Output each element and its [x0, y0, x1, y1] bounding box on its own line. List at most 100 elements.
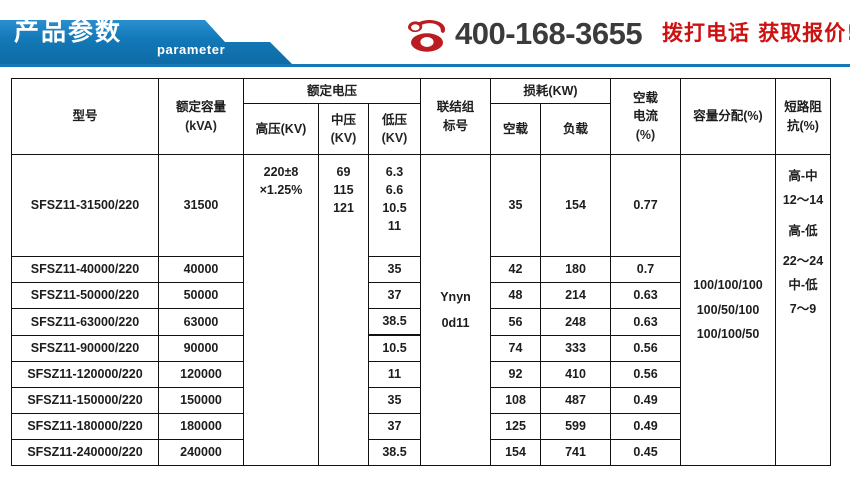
connection-group-value-2: 0d11 — [441, 316, 470, 330]
cell-model: SFSZ11-240000/220 — [11, 439, 159, 466]
cell-capacity: 63000 — [158, 308, 244, 336]
mv-value-1: 69 — [336, 165, 351, 179]
cell-loss-noload: 35 — [490, 154, 541, 257]
phone-number[interactable]: 400-168-3655 — [455, 16, 643, 51]
cell-loss-noload: 154 — [490, 439, 541, 466]
cell-model: SFSZ11-120000/220 — [11, 361, 159, 388]
table-row: SFSZ11-50000/220 50000 37 48 214 0.63 — [11, 282, 831, 309]
cell-loss-noload: 42 — [490, 256, 541, 283]
col-header-hv: 高压(KV) — [243, 103, 319, 155]
cell-capacity: 240000 — [158, 439, 244, 466]
col-header-noload-current: 空载 电流 (%) — [610, 78, 681, 155]
cell-capacity: 120000 — [158, 361, 244, 388]
cell-noload-current: 0.45 — [610, 439, 681, 466]
cell-capacity: 150000 — [158, 387, 244, 414]
cell-loss-load: 154 — [540, 154, 611, 257]
page-header: 产品参数 parameter 400-168-3655 拨打电话 获取报价! — [0, 0, 850, 67]
cell-model: SFSZ11-180000/220 — [11, 413, 159, 440]
cell-capacity: 31500 — [158, 154, 244, 257]
cell-loss-load: 599 — [540, 413, 611, 440]
lv-label: 低压 — [381, 112, 407, 127]
cell-capacity: 40000 — [158, 256, 244, 283]
cell-loss-noload: 74 — [490, 334, 541, 362]
noload-current-line1: 空载 — [632, 91, 658, 106]
cell-noload-current: 0.56 — [610, 334, 681, 362]
cell-loss-noload: 48 — [490, 282, 541, 309]
impedance-hl-label: 高-低 — [788, 223, 818, 238]
cell-connection-group: Ynyn 0d11 — [420, 154, 491, 466]
connection-group-line1: 联结组 — [436, 100, 475, 115]
impedance-ml-value: 7～9 — [789, 301, 817, 316]
telephone-icon — [404, 18, 450, 52]
rated-capacity-label: 额定容量 — [175, 100, 226, 115]
impedance-ml-label: 中-低 — [788, 277, 818, 292]
col-header-impedance: 短路阻 抗(%) — [775, 78, 831, 155]
col-header-loss: 损耗(KW) — [490, 78, 611, 104]
banner-title-cn: 产品参数 — [14, 17, 123, 46]
hv-value-2: ×1.25% — [259, 183, 303, 198]
lv-value-1: 6.3 — [385, 165, 404, 179]
cell-loss-noload: 125 — [490, 413, 541, 440]
cell-loss-noload: 56 — [490, 308, 541, 336]
cell-loss-load: 487 — [540, 387, 611, 414]
hv-value-1: 220±8 — [263, 165, 299, 179]
cell-lv: 35 — [368, 256, 421, 283]
connection-group-value-1: Ynyn — [440, 289, 471, 304]
cell-noload-current: 0.63 — [610, 282, 681, 309]
cell-noload-current: 0.7 — [610, 256, 681, 283]
cell-noload-current: 0.49 — [610, 387, 681, 414]
cell-noload-current: 0.77 — [610, 154, 681, 257]
header-divider — [0, 64, 850, 67]
cell-loss-load: 248 — [540, 308, 611, 336]
cell-model: SFSZ11-50000/220 — [11, 282, 159, 309]
col-header-mv: 中压 (KV) — [318, 103, 369, 155]
cell-lv: 37 — [368, 413, 421, 440]
impedance-hm-label: 高-中 — [788, 169, 818, 183]
cell-hv: 220±8 ×1.25% — [243, 154, 319, 466]
cell-loss-load: 410 — [540, 361, 611, 388]
capacity-split-value-2: 100/50/100 — [696, 302, 760, 317]
mv-label: 中压 — [330, 112, 356, 127]
cell-model: SFSZ11-31500/220 — [11, 154, 159, 257]
capacity-split-value-3: 100/100/50 — [696, 327, 760, 342]
impedance-hl-value: 22～24 — [782, 254, 824, 268]
cell-mv: 69 115 121 — [318, 154, 369, 466]
table-row: SFSZ11-240000/220 240000 38.5 154 741 0.… — [11, 439, 831, 466]
lv-value-2: 6.6 — [385, 183, 404, 198]
table-header-row-2: 高压(KV) 中压 (KV) 低压 (KV) 空载 负载 — [12, 103, 831, 155]
cell-lv: 37 — [368, 282, 421, 309]
cell-noload-current: 0.49 — [610, 413, 681, 440]
col-header-rated-voltage: 额定电压 — [243, 78, 421, 104]
table-row: SFSZ11-31500/220 31500 220±8 ×1.25% 69 1… — [11, 154, 831, 466]
cell-model: SFSZ11-90000/220 — [11, 334, 159, 362]
cell-loss-load: 214 — [540, 282, 611, 309]
cell-capacity-split: 100/100/100 100/50/100 100/100/50 — [680, 154, 776, 466]
col-header-model: 型号 — [11, 78, 159, 155]
cell-lv: 35 — [368, 387, 421, 414]
table-header-row-1: 型号 额定容量 (kVA) 额定电压 联结组 标号 损耗(KW) 空载 电流 (… — [11, 78, 831, 155]
impedance-line2: 抗(%) — [787, 118, 819, 133]
spec-table-container: 型号 额定容量 (kVA) 额定电压 联结组 标号 损耗(KW) 空载 电流 (… — [11, 78, 831, 466]
mv-unit: (KV) — [330, 131, 357, 145]
cell-capacity: 50000 — [158, 282, 244, 309]
col-header-loss-load: 负载 — [540, 103, 611, 155]
col-header-connection-group: 联结组 标号 — [420, 78, 491, 155]
impedance-line1: 短路阻 — [784, 100, 822, 115]
cell-lv: 38.5 — [368, 308, 421, 336]
col-header-capacity-split: 容量分配(%) — [680, 78, 776, 155]
table-row: SFSZ11-150000/220 150000 35 108 487 0.49 — [11, 387, 831, 414]
col-header-lv: 低压 (KV) — [368, 103, 421, 155]
banner-title-en: parameter — [157, 42, 226, 57]
col-header-rated-capacity: 额定容量 (kVA) — [158, 78, 244, 155]
cell-capacity: 90000 — [158, 334, 244, 362]
cell-model: SFSZ11-150000/220 — [11, 387, 159, 414]
cell-loss-load: 333 — [540, 334, 611, 362]
cell-loss-load: 741 — [540, 439, 611, 466]
cell-lv: 11 — [368, 361, 421, 388]
noload-current-unit: (%) — [635, 127, 656, 142]
cell-lv: 38.5 — [368, 439, 421, 466]
lv-value-3: 10.5 — [382, 201, 407, 216]
transformer-spec-table: 型号 额定容量 (kVA) 额定电压 联结组 标号 损耗(KW) 空载 电流 (… — [11, 78, 831, 466]
cell-impedance: 高-中 12～14 高-低 22～24 中-低 7～9 — [775, 154, 831, 466]
impedance-hm-value: 12～14 — [782, 192, 824, 207]
